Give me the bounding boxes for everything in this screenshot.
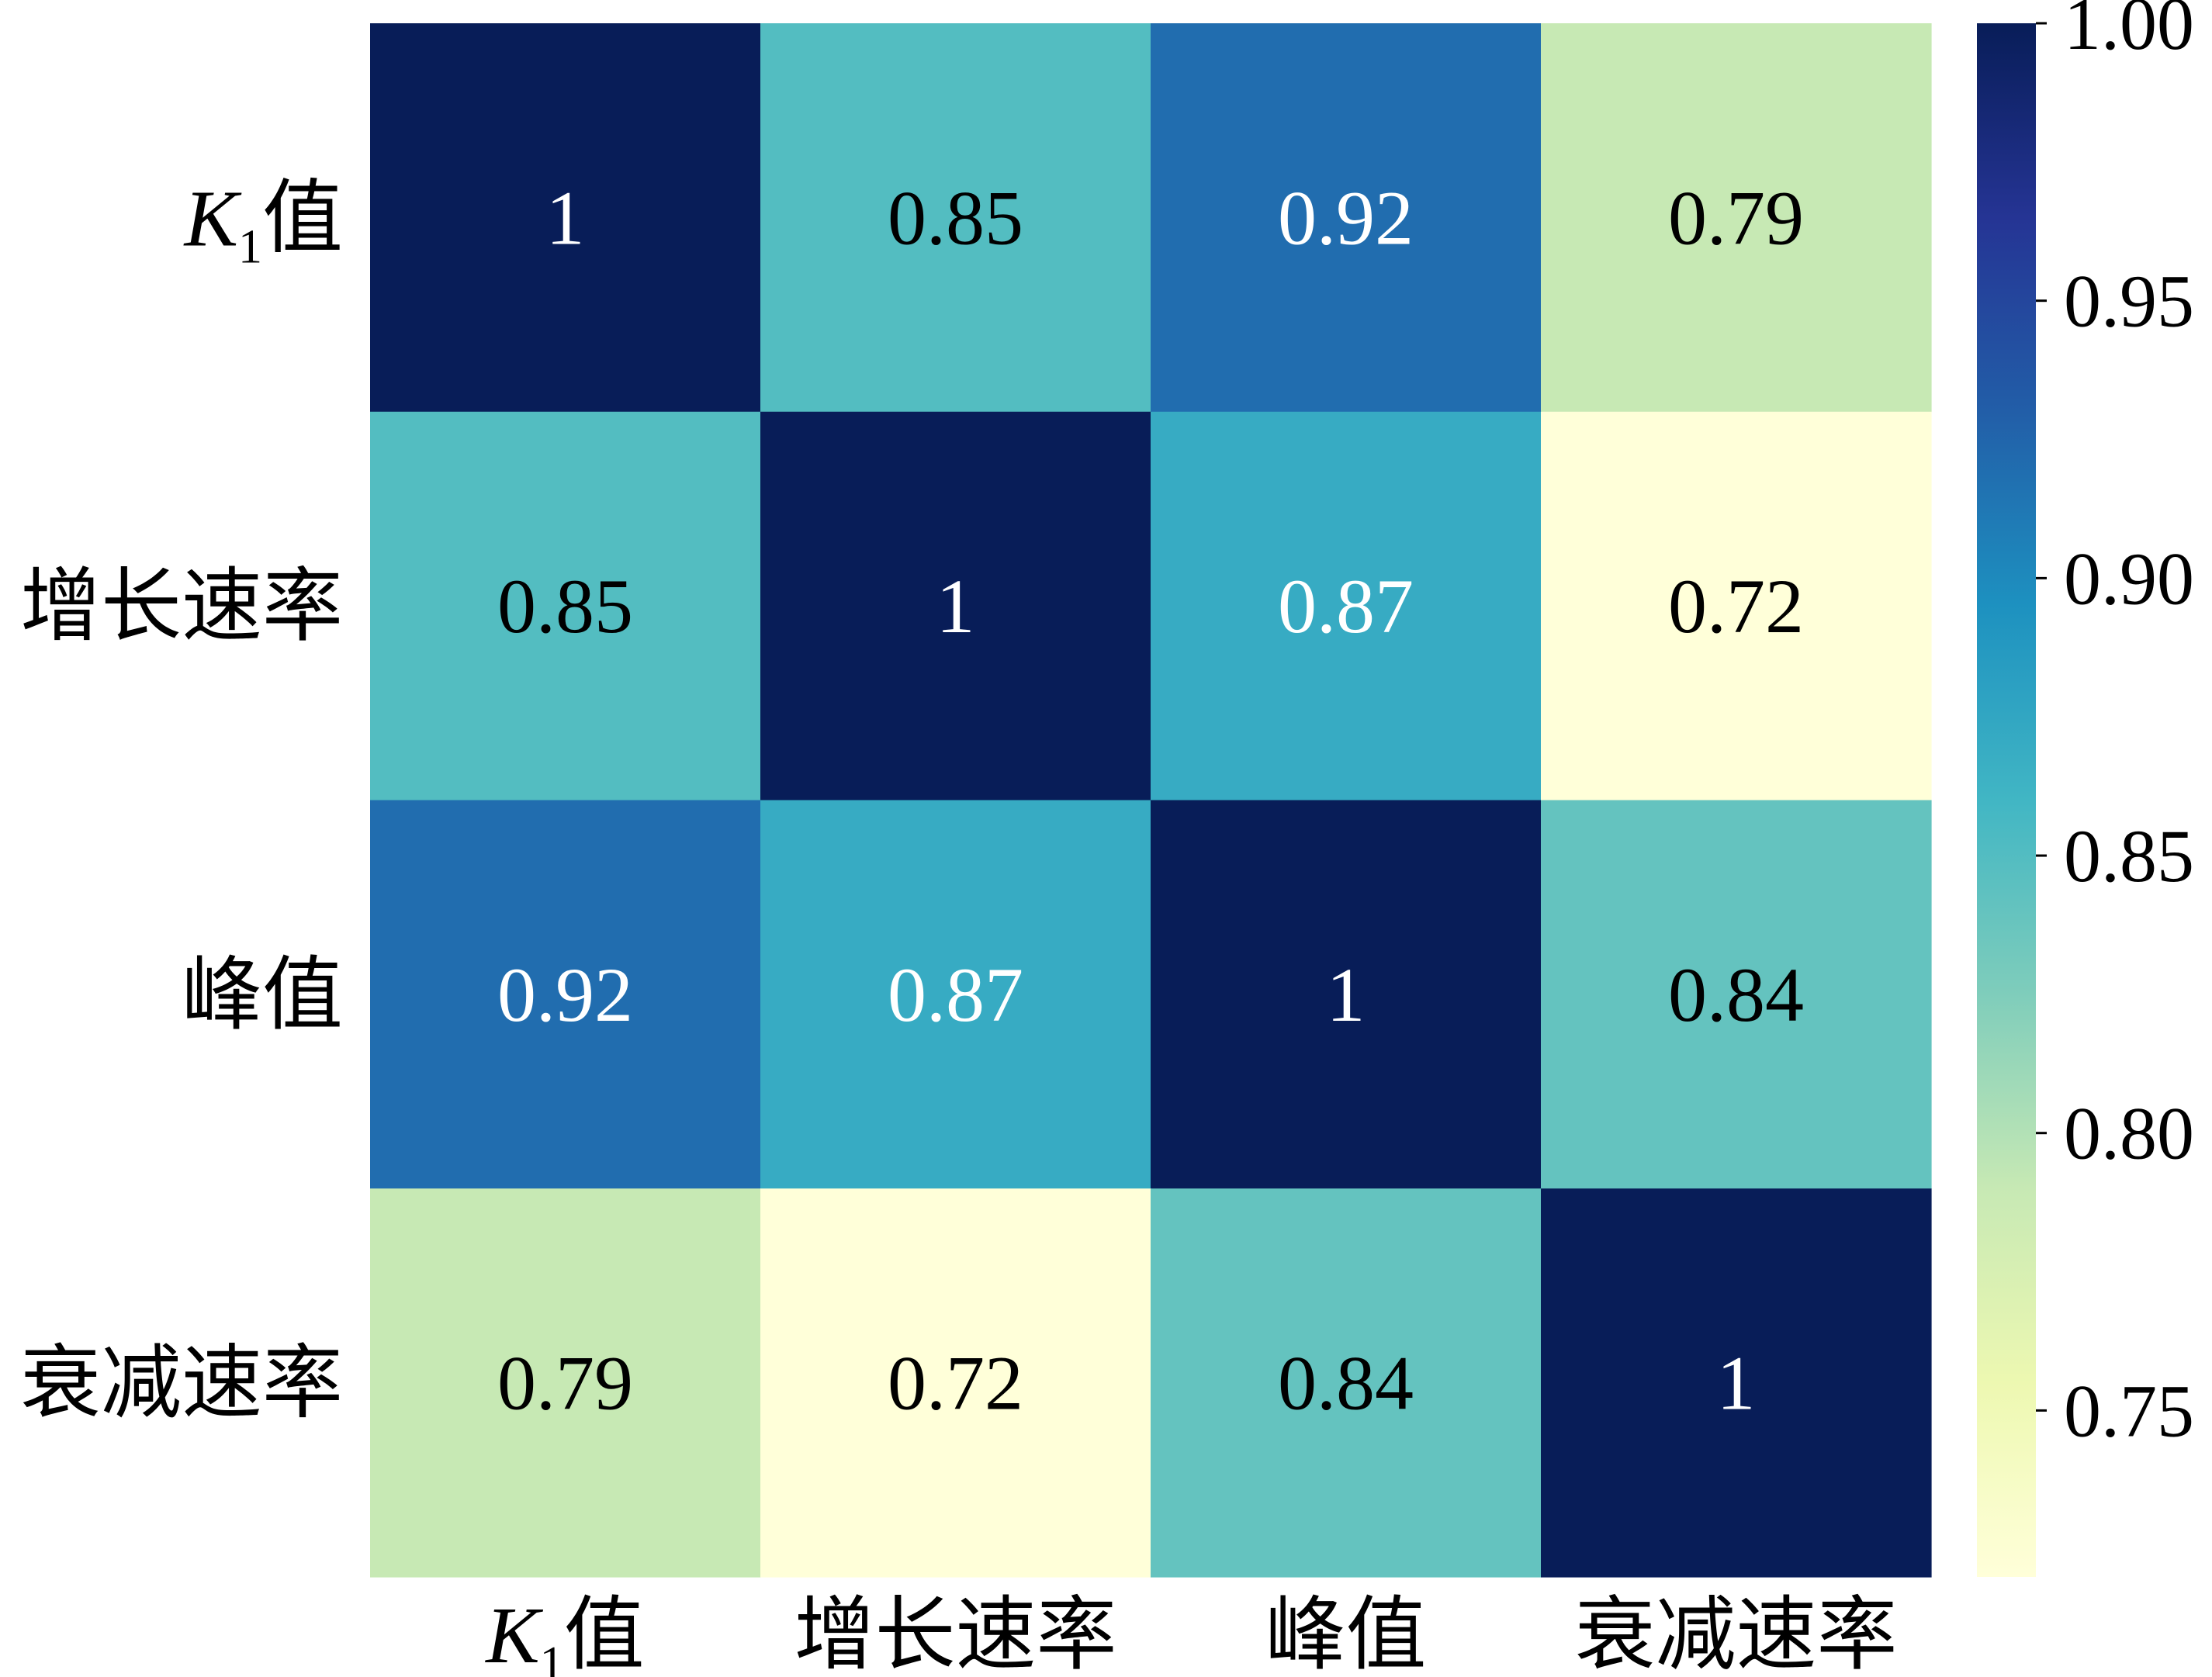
heatmap-cell-r2-c3 (1541, 800, 1932, 1189)
cell-value-label-r0-c3: 0.79 (1668, 175, 1804, 261)
cell-value-label-r0-c0: 1 (546, 175, 585, 261)
heatmap-cell-r2-c0 (370, 800, 761, 1189)
cell-value-label-r3-c1: 0.72 (888, 1340, 1023, 1426)
cell-value-label-r2-c1: 0.87 (888, 952, 1023, 1038)
y-tick-label-3: 衰减速率 (20, 1340, 343, 1429)
colorbar: 0.75 0.80 0.85 0.90 0.95 1.00 (1977, 0, 2194, 1577)
heatmap-cell-r1-c2 (1151, 411, 1542, 801)
heatmap-cell-r3-c2 (1151, 1188, 1542, 1578)
heatmap-cells (370, 23, 1932, 1578)
colorbar-tick-label-3: 0.90 (2064, 537, 2194, 620)
heatmap-cell-r1-c3 (1541, 411, 1932, 801)
colorbar-ticks: 0.75 0.80 0.85 0.90 0.95 1.00 (2036, 0, 2194, 1452)
x-tick-label-3: 衰减速率 (1574, 1591, 1897, 1677)
heatmap-cell-r1-c1 (760, 411, 1151, 801)
heatmap-cell-r0-c1 (760, 23, 1151, 413)
cell-value-label-r1-c3: 0.72 (1668, 563, 1804, 649)
heatmap-cell-r3-c3 (1541, 1188, 1932, 1578)
y-tick-label-0: K1值 (183, 174, 343, 273)
colorbar-tick-label-5: 1.00 (2064, 0, 2194, 65)
x-axis-tick-labels: K1值 增长速率 峰值 衰减速率 (484, 1591, 1897, 1677)
cell-value-label-r3-c3: 1 (1717, 1340, 1756, 1426)
y-tick-label-2: 峰值 (182, 951, 343, 1040)
heatmap-cell-r3-c0 (370, 1188, 761, 1578)
heatmap-cell-r3-c1 (760, 1188, 1151, 1578)
cell-value-label-r2-c3: 0.84 (1668, 952, 1804, 1038)
cell-value-label-r0-c2: 0.92 (1278, 175, 1414, 261)
colorbar-tick-label-1: 0.80 (2064, 1092, 2194, 1175)
heatmap-cell-r0-c0 (370, 23, 761, 413)
cell-value-label-r2-c2: 1 (1327, 952, 1366, 1038)
heatmap-cell-r0-c2 (1151, 23, 1542, 413)
y-tick-label-1: 增长速率 (20, 562, 343, 652)
cell-value-label-r0-c1: 0.85 (888, 175, 1023, 261)
cell-value-label-r3-c2: 0.84 (1278, 1340, 1414, 1426)
colorbar-gradient (1977, 23, 2036, 1577)
heatmap-cell-r0-c3 (1541, 23, 1932, 413)
cell-value-label-r2-c0: 0.92 (497, 952, 633, 1038)
x-tick-label-2: 峰值 (1265, 1591, 1426, 1677)
heatmap-cell-labels: 1 0.85 0.92 0.79 0.85 1 0.87 0.72 0.92 0.87 1 0.84 0… (497, 175, 1804, 1426)
cell-value-label-r1-c0: 0.85 (497, 563, 633, 649)
cell-value-label-r1-c2: 0.87 (1278, 563, 1414, 649)
colorbar-tick-label-0: 0.75 (2064, 1369, 2194, 1452)
cell-value-label-r1-c1: 1 (936, 563, 975, 649)
x-tick-label-1: 增长速率 (794, 1591, 1116, 1677)
heatmap-cell-r2-c2 (1151, 800, 1542, 1189)
colorbar-tick-label-4: 0.95 (2064, 260, 2194, 343)
heatmap-cell-r2-c1 (760, 800, 1151, 1189)
cell-value-label-r3-c0: 0.79 (497, 1340, 633, 1426)
heatmap-cell-r1-c0 (370, 411, 761, 801)
colorbar-tick-label-2: 0.85 (2064, 814, 2194, 897)
x-tick-label-0: K1值 (484, 1591, 644, 1677)
